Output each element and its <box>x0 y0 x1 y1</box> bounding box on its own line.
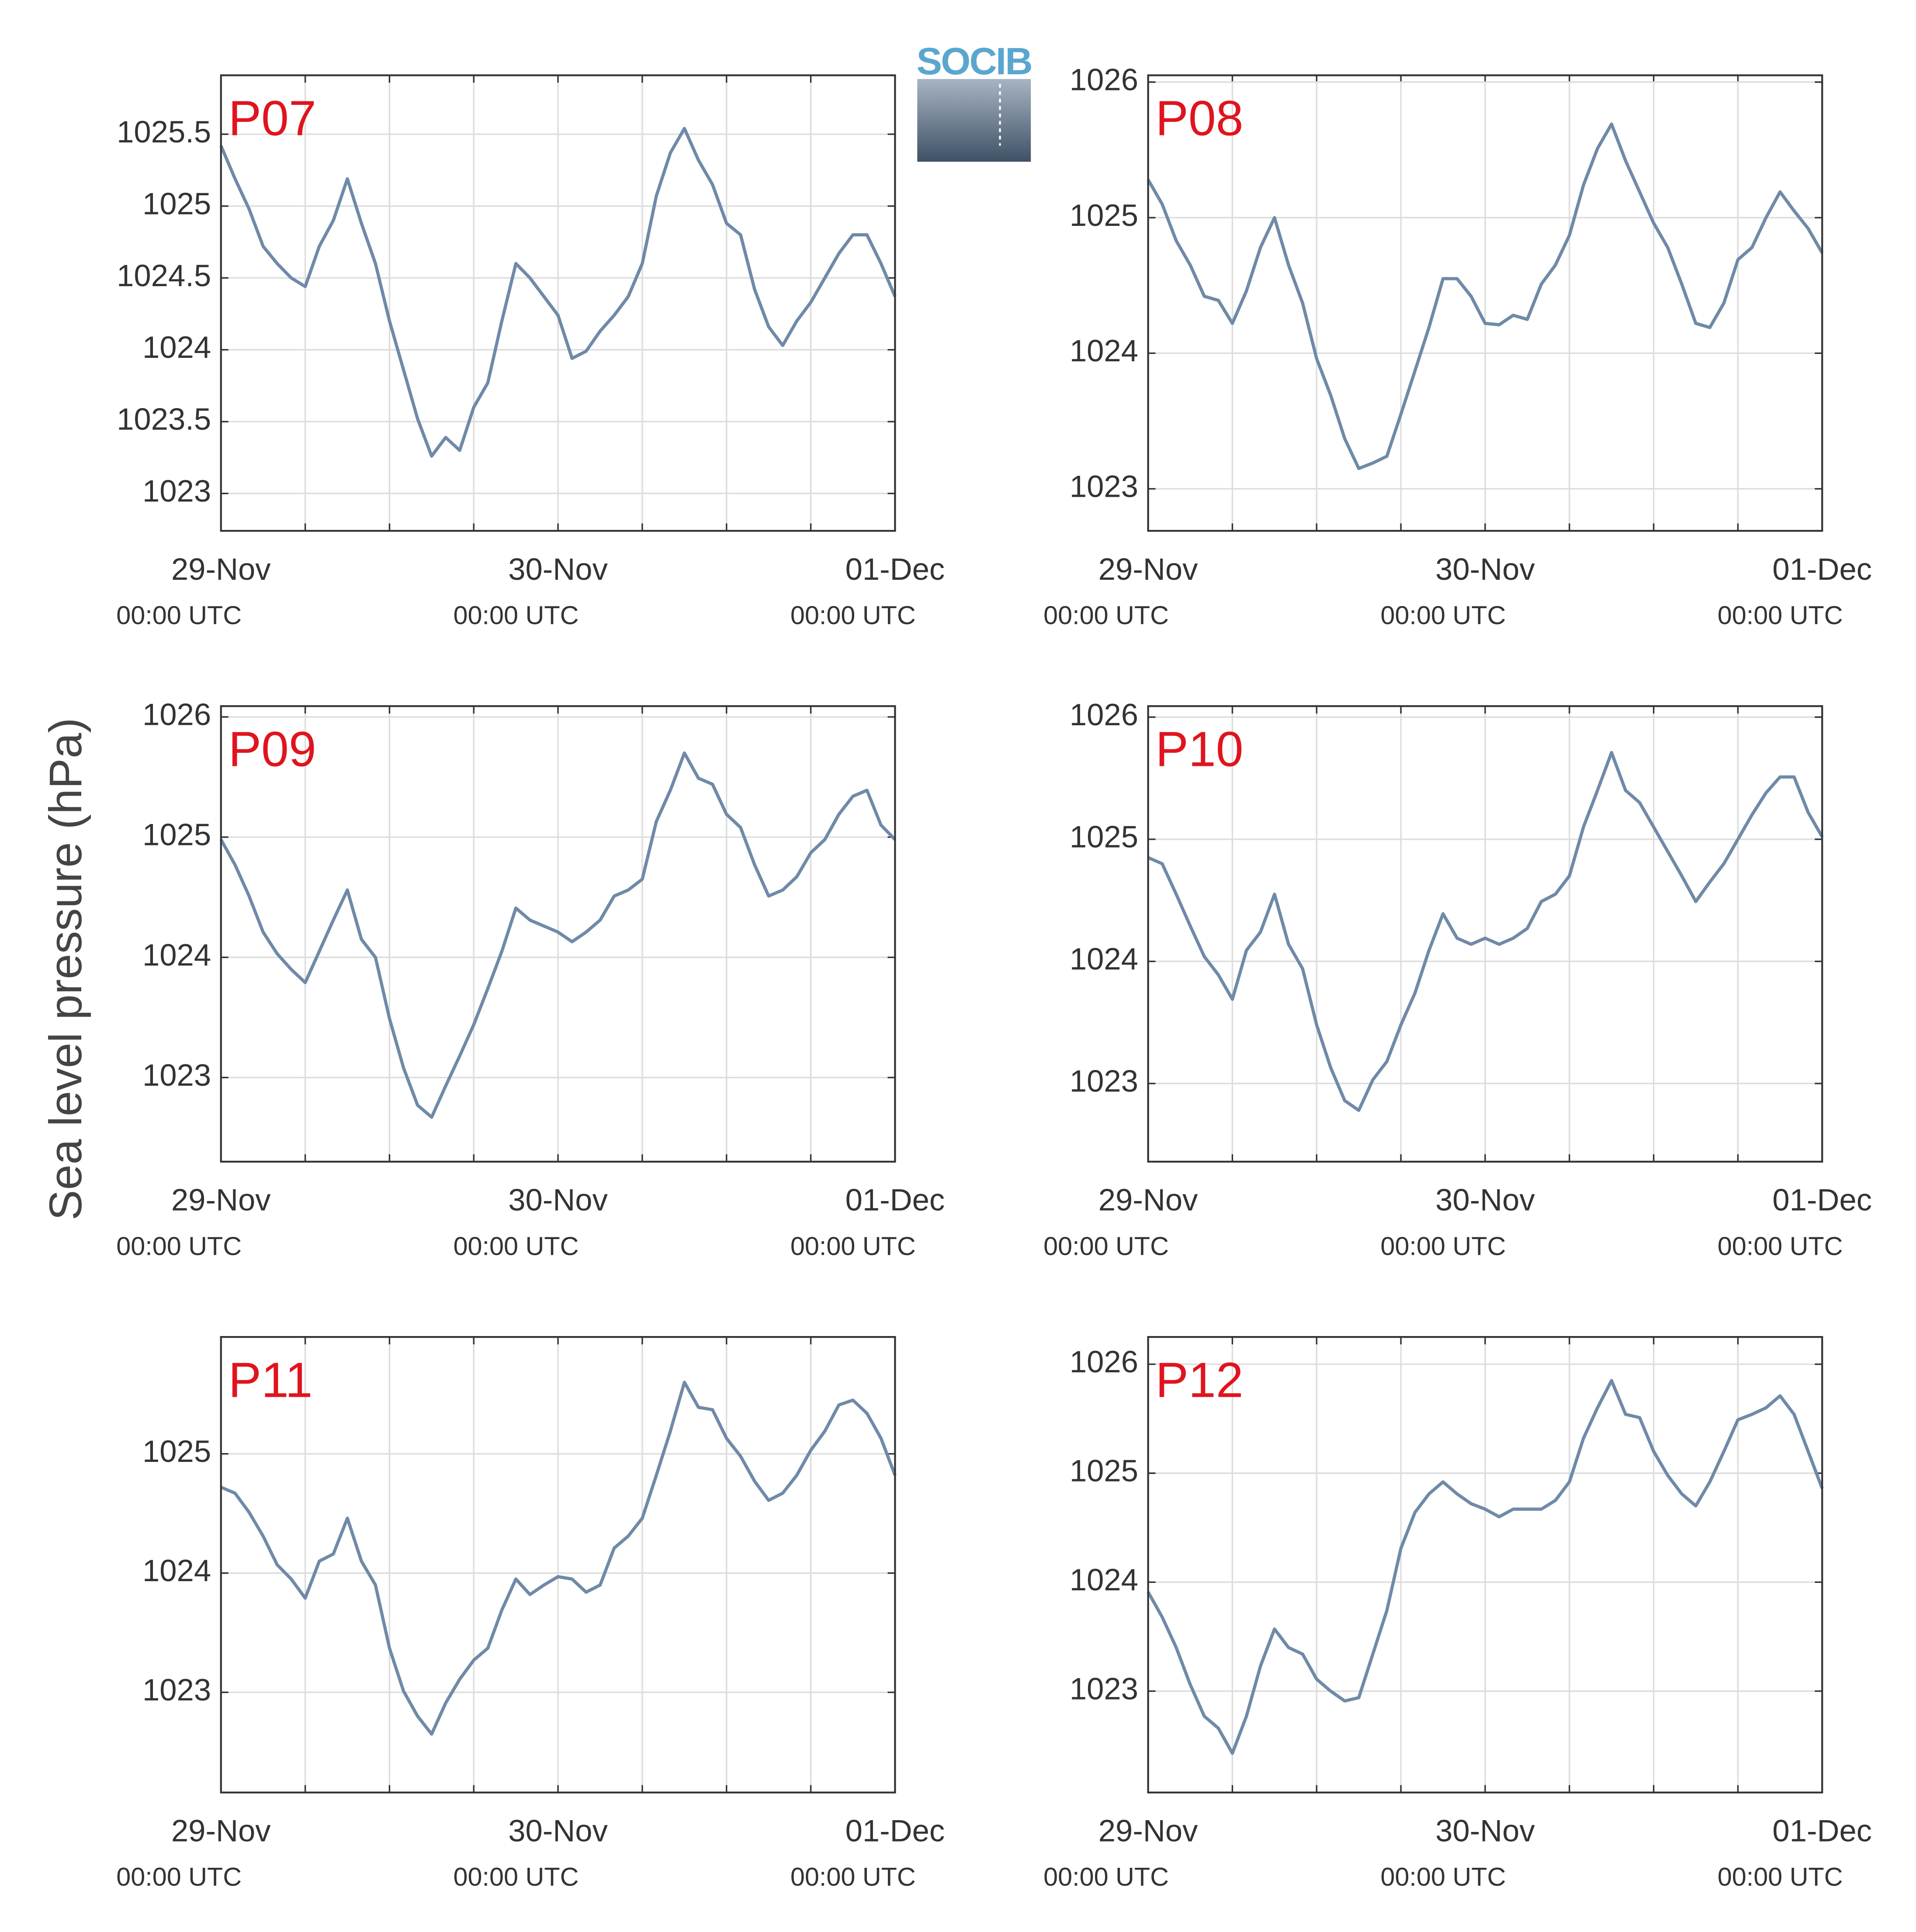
plot-frame <box>220 705 896 1163</box>
x-tick-sublabel: 00:00 UTC <box>1380 600 1506 630</box>
x-tick-label: 29-Nov <box>171 1183 271 1217</box>
x-tick-sublabel: 00:00 UTC <box>454 600 579 630</box>
x-tick-label: 29-Nov <box>1098 1814 1198 1848</box>
x-tick-sublabel: 00:00 UTC <box>790 1231 916 1260</box>
x-tick-sublabel: 00:00 UTC <box>116 600 242 630</box>
x-tick-label: 29-Nov <box>171 552 271 586</box>
logo: SOCIB <box>917 40 1033 162</box>
y-tick-label: 1024.5 <box>117 258 211 293</box>
data-line <box>1147 1379 1824 1755</box>
panel-label: P12 <box>1156 1352 1244 1407</box>
y-tick-label: 1023 <box>1070 1671 1138 1706</box>
y-tick-label: 1023 <box>1070 469 1138 503</box>
x-tick-label: 30-Nov <box>1435 552 1535 586</box>
y-tick-label: 1024 <box>142 330 211 364</box>
y-tick-label: 1025 <box>1070 198 1138 232</box>
data-line <box>1147 122 1824 470</box>
y-tick-label: 1023 <box>142 474 211 508</box>
y-tick-label: 1025 <box>1070 820 1138 854</box>
x-tick-label: 01-Dec <box>1772 1814 1872 1848</box>
x-tick-label: 01-Dec <box>1772 552 1872 586</box>
plot-frame <box>220 74 896 532</box>
x-tick-label: 29-Nov <box>171 1814 271 1848</box>
x-tick-label: 01-Dec <box>1772 1183 1872 1217</box>
x-tick-label: 30-Nov <box>508 552 608 586</box>
plot-frame <box>1147 74 1823 532</box>
y-tick-label: 1023 <box>1070 1064 1138 1098</box>
y-tick-label: 1024 <box>1070 333 1138 368</box>
panel: 1023 1024 1025 29-Nov 00:00 UTC 30-Nov 00:00 U… <box>116 1336 945 1891</box>
y-tick-label: 1024 <box>142 1553 211 1588</box>
y-tick-label: 1026 <box>1070 697 1138 732</box>
x-tick-label: 01-Dec <box>845 1814 945 1848</box>
x-tick-label: 01-Dec <box>845 1183 945 1217</box>
y-tick-label: 1024 <box>1070 942 1138 976</box>
x-tick-label: 29-Nov <box>1098 552 1198 586</box>
data-line <box>1147 751 1824 1112</box>
x-tick-sublabel: 00:00 UTC <box>454 1862 579 1891</box>
panel: 1023 1024 1025 1026 29-Nov 00:00 UTC 30-Nov 00:… <box>1043 62 1872 630</box>
x-tick-sublabel: 00:00 UTC <box>1043 1231 1169 1260</box>
data-line <box>219 751 897 1119</box>
plot-frame <box>220 1336 896 1794</box>
x-tick-label: 30-Nov <box>1435 1814 1535 1848</box>
x-tick-label: 30-Nov <box>508 1183 608 1217</box>
data-line <box>219 127 897 458</box>
x-tick-sublabel: 00:00 UTC <box>790 1862 916 1891</box>
panel: 1023 1024 1025 1026 29-Nov 00:00 UTC 30-Nov 00:… <box>1043 1336 1872 1891</box>
y-tick-label: 1026 <box>1070 1344 1138 1379</box>
logo-box <box>917 79 1031 162</box>
panel-label: P10 <box>1156 721 1244 776</box>
x-tick-sublabel: 00:00 UTC <box>1043 600 1169 630</box>
y-tick-label: 1024 <box>1070 1562 1138 1597</box>
y-tick-label: 1023.5 <box>117 402 211 436</box>
panel: 1023 1024 1025 1026 29-Nov 00:00 UTC 30-Nov 00:… <box>1043 697 1872 1260</box>
x-tick-sublabel: 00:00 UTC <box>454 1231 579 1260</box>
logo-text: SOCIB <box>917 40 1032 83</box>
panel-label: P07 <box>229 91 316 146</box>
x-tick-sublabel: 00:00 UTC <box>1718 1231 1843 1260</box>
data-line <box>220 1381 897 1736</box>
panel-label: P09 <box>229 721 316 776</box>
panel: 1023 1023.5 1024 1024.5 1025 1025.5 29-Nov 00:0… <box>116 74 945 630</box>
y-tick-label: 1025 <box>1070 1454 1138 1488</box>
panel-label: P08 <box>1156 91 1244 146</box>
plot-frame <box>1147 1336 1823 1794</box>
y-tick-label: 1023 <box>142 1058 211 1092</box>
y-tick-label: 1025 <box>142 817 211 852</box>
plot-frame <box>1147 705 1823 1163</box>
x-tick-sublabel: 00:00 UTC <box>790 600 916 630</box>
x-tick-sublabel: 00:00 UTC <box>1718 1862 1843 1891</box>
x-tick-label: 29-Nov <box>1098 1183 1198 1217</box>
x-tick-sublabel: 00:00 UTC <box>1043 1862 1169 1891</box>
y-tick-label: 1025 <box>142 1434 211 1468</box>
panel-label: P11 <box>229 1352 313 1407</box>
x-tick-label: 01-Dec <box>845 552 945 586</box>
x-tick-sublabel: 00:00 UTC <box>116 1862 242 1891</box>
x-tick-sublabel: 00:00 UTC <box>1718 600 1843 630</box>
y-tick-label: 1024 <box>142 938 211 972</box>
x-tick-label: 30-Nov <box>1435 1183 1535 1217</box>
x-tick-sublabel: 00:00 UTC <box>1380 1862 1506 1891</box>
y-tick-label: 1026 <box>142 697 211 732</box>
x-tick-sublabel: 00:00 UTC <box>1380 1231 1506 1260</box>
x-tick-sublabel: 00:00 UTC <box>116 1231 242 1260</box>
panel: 1023 1024 1025 1026 29-Nov 00:00 UTC 30-Nov 00:… <box>116 697 945 1261</box>
y-tick-label: 1025.5 <box>117 114 211 149</box>
y-tick-label: 1025 <box>142 186 211 221</box>
y-tick-label: 1023 <box>142 1672 211 1707</box>
y-tick-label: 1026 <box>1070 62 1138 97</box>
y-axis-label: Sea level pressure (hPa) <box>40 718 91 1220</box>
x-tick-label: 30-Nov <box>508 1814 608 1848</box>
